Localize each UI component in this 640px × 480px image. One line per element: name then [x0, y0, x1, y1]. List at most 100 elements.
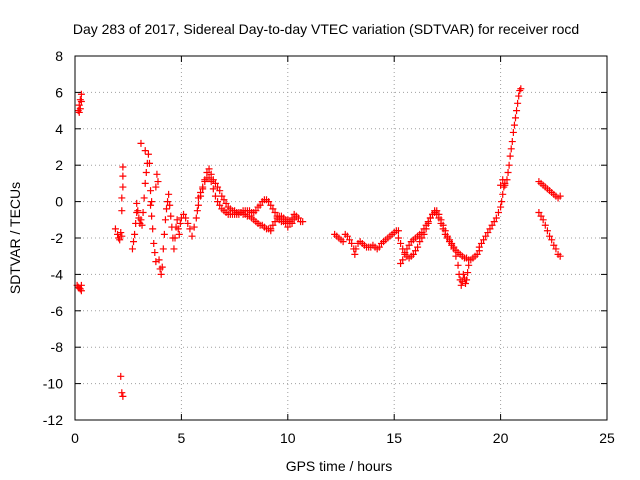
plot-frame [74, 55, 608, 421]
data-point-marker [294, 214, 302, 222]
data-point-marker [256, 201, 264, 209]
data-point-marker [118, 207, 126, 215]
data-point-marker [75, 108, 83, 116]
data-point-marker [119, 163, 127, 171]
data-point-marker [416, 238, 424, 246]
data-point-marker [77, 98, 85, 105]
data-point-marker [516, 87, 524, 95]
data-point-marker [119, 392, 127, 400]
data-point-marker [265, 198, 273, 206]
data-point-marker [144, 150, 152, 158]
data-point-marker [422, 221, 430, 229]
x-tick-label: 5 [178, 430, 186, 446]
data-point-marker [137, 216, 145, 224]
data-point-marker [457, 281, 465, 289]
data-point-marker [199, 183, 207, 191]
data-point-marker [454, 261, 462, 269]
data-point-marker [118, 389, 126, 397]
data-point-marker [218, 192, 226, 200]
data-point-marker [111, 225, 119, 233]
data-point-marker [286, 219, 294, 227]
data-point-marker [488, 221, 496, 229]
x-tick-label: 25 [599, 430, 615, 446]
data-point-marker [435, 210, 443, 218]
y-tick-label: -4 [51, 266, 64, 282]
data-point-marker [280, 214, 288, 222]
data-point-marker [411, 247, 419, 255]
data-point-marker [409, 250, 417, 258]
data-point-marker [216, 201, 224, 209]
data-point-marker [142, 168, 150, 176]
data-point-marker [170, 245, 178, 253]
data-point-marker [446, 236, 454, 244]
y-tick-label: -6 [51, 303, 64, 319]
data-point-marker [116, 236, 124, 244]
y-tick-label: -12 [43, 412, 63, 428]
data-point-marker [394, 234, 402, 242]
data-point-marker [137, 139, 145, 147]
data-point-marker [424, 218, 432, 226]
data-point-marker [211, 192, 219, 200]
data-point-marker [153, 170, 161, 178]
data-point-marker [515, 92, 523, 100]
data-point-marker [182, 214, 190, 222]
data-point-marker [439, 221, 447, 229]
data-point-marker [517, 85, 525, 93]
data-point-marker [147, 201, 155, 209]
data-point-marker [151, 249, 159, 257]
data-point-marker [150, 239, 158, 247]
data-point-marker [75, 101, 83, 109]
data-point-marker [184, 219, 192, 227]
data-point-marker [401, 250, 409, 258]
data-point-marker [163, 205, 171, 213]
data-point-marker [509, 128, 517, 136]
data-point-marker [158, 263, 166, 271]
data-point-marker [152, 183, 160, 191]
chart-title: Day 283 of 2017, Sidereal Day-to-day VTE… [73, 21, 579, 37]
data-point-marker [550, 241, 558, 249]
data-point-marker [194, 194, 202, 202]
data-point-marker [161, 216, 169, 224]
data-point-marker [546, 232, 554, 240]
data-point-marker [190, 223, 198, 231]
data-point-marker [155, 256, 163, 264]
data-point-marker [441, 227, 449, 235]
data-point-marker [214, 183, 222, 191]
data-point-marker [207, 178, 215, 186]
data-point-marker [148, 198, 156, 206]
y-tick-label: -10 [43, 376, 63, 392]
data-point-marker [173, 216, 181, 224]
data-point-marker [214, 198, 222, 206]
data-point-marker [171, 234, 179, 242]
data-point-marker [506, 152, 514, 160]
data-point-marker [499, 190, 507, 198]
data-point-marker [556, 192, 564, 200]
data-point-marker [501, 181, 509, 189]
data-point-marker [164, 198, 172, 206]
data-point-marker [426, 214, 434, 222]
data-point-marker [205, 165, 213, 173]
data-point-marker [348, 239, 356, 247]
data-point-marker [556, 252, 564, 260]
data-point-marker [201, 178, 209, 186]
data-point-marker [508, 138, 516, 146]
data-point-marker [403, 245, 411, 253]
data-point-marker [271, 209, 279, 217]
data-point-marker [197, 189, 205, 196]
data-point-marker [375, 243, 383, 251]
y-tick-label: 4 [55, 121, 63, 137]
data-point-marker [166, 201, 174, 209]
data-point-marker [174, 225, 182, 233]
data-point-marker [159, 245, 167, 253]
data-point-marker [477, 239, 485, 247]
data-point-marker [464, 269, 472, 277]
data-point-marker [269, 205, 277, 213]
data-point-marker [420, 225, 428, 233]
data-point-marker [500, 183, 508, 191]
data-point-marker [222, 199, 230, 207]
data-point-marker [437, 216, 445, 224]
data-point-marker [505, 161, 513, 169]
data-point-marker [207, 170, 215, 178]
data-point-marker [188, 232, 196, 240]
